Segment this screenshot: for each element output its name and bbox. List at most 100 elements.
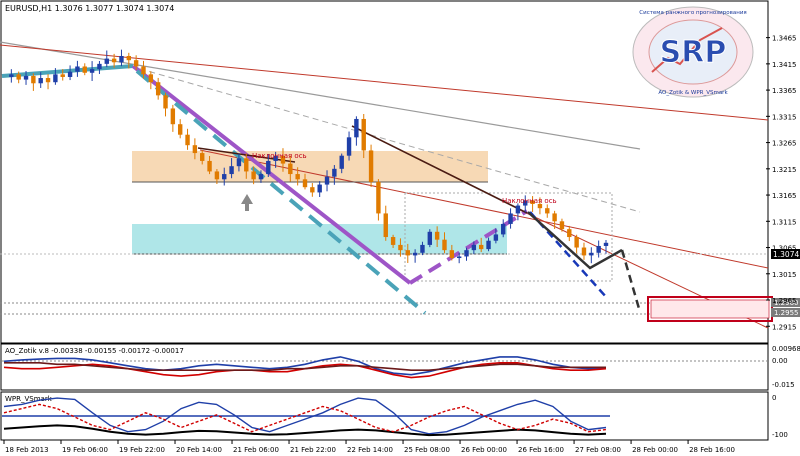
candle-body — [16, 74, 21, 80]
candle-body — [119, 55, 124, 63]
ao-tick-zero: 0.00 — [772, 357, 788, 365]
candle-body — [222, 174, 227, 180]
candle-body — [361, 118, 366, 151]
box-price-label-1: 1.2960 — [774, 299, 799, 307]
candle-body — [574, 237, 579, 248]
candle-body — [346, 137, 352, 156]
teal-dashed-line — [135, 69, 427, 315]
candle-body — [545, 208, 550, 214]
teal-top-line — [1, 64, 134, 78]
candle-body — [53, 74, 58, 83]
time-tick-label: 20 Feb 14:00 — [176, 446, 222, 454]
candle-body — [486, 240, 491, 250]
candle-body — [449, 250, 455, 259]
wpr-tick-top: 0 — [772, 394, 776, 402]
trend-lines — [0, 41, 769, 329]
candle-body — [537, 203, 543, 209]
candle-body — [295, 174, 300, 180]
candle-body — [376, 181, 381, 214]
candle-body — [133, 60, 139, 67]
time-tick-label: 18 Feb 2013 — [5, 446, 49, 454]
price-tick-label: 1.3065 — [772, 245, 797, 253]
tilted-axis-label-1: Наклонная ось — [252, 152, 307, 160]
candle-body — [478, 244, 484, 250]
price-tick-label: 1.2915 — [772, 323, 797, 331]
candle-body — [185, 134, 190, 146]
candle-body — [89, 69, 95, 73]
candle-body — [559, 221, 565, 230]
price-tick-label: 1.2965 — [772, 297, 797, 305]
red-trendline-mid — [199, 149, 769, 269]
candle-body — [75, 66, 80, 72]
candle-body — [464, 250, 469, 257]
candle-body — [229, 166, 234, 175]
candle-body — [317, 184, 322, 193]
brown-line-2 — [351, 125, 528, 214]
candle-body — [603, 242, 609, 246]
ao-series-line — [3, 356, 606, 376]
candle-body — [236, 158, 242, 167]
purple-wave-dashed — [408, 209, 529, 285]
time-tick-label: 25 Feb 08:00 — [404, 446, 450, 454]
logo-ring-top-text: Система ранжного прогнозирования — [639, 10, 746, 16]
wpr-pane-title: WPR_VSmark — [5, 395, 53, 403]
candle-body — [324, 176, 330, 185]
price-tick-label: 1.3215 — [772, 166, 797, 174]
wpr-series-line — [3, 403, 607, 433]
tilted-axis-label-2: Наклонная ось — [502, 197, 557, 205]
candle-body — [508, 213, 513, 224]
chart-title: EURUSD,H1 1.3076 1.3077 1.3074 1.3074 — [5, 4, 174, 13]
candle-body — [111, 58, 117, 63]
candle-body — [163, 95, 168, 109]
logo-ring-bottom-text: AO_Zotik & WPR_VSmark — [658, 90, 728, 96]
candle-body — [515, 205, 521, 214]
candlesticks — [9, 49, 609, 264]
srp-logo: SRP Система ранжного прогнозирования AO_… — [632, 6, 754, 98]
candle-body — [596, 245, 601, 253]
candle-body — [266, 160, 271, 175]
ao-indicator-lines — [3, 356, 607, 379]
candle-body — [207, 160, 212, 172]
purple-wave-solid — [131, 64, 412, 285]
candle-body — [581, 247, 587, 256]
wpr-series-line — [3, 397, 607, 435]
candle-body — [155, 82, 161, 96]
candle-body — [273, 155, 278, 161]
candle-body — [589, 252, 594, 256]
gray-dashed-trendline — [129, 65, 641, 213]
candle-body — [45, 78, 51, 83]
candle-body — [567, 229, 572, 238]
candle-body — [310, 187, 315, 193]
candle-body — [383, 213, 388, 238]
candle-body — [126, 55, 132, 61]
logo-core — [648, 19, 738, 85]
price-tick-label: 1.3315 — [772, 113, 797, 121]
ao-tick-bottom: -0.015 — [772, 381, 795, 389]
candle-body — [31, 75, 36, 84]
candle-body — [67, 71, 73, 77]
wpr-series-line — [3, 424, 607, 437]
candle-body — [177, 124, 183, 135]
black-projection — [527, 211, 623, 270]
time-tick-label: 27 Feb 08:00 — [575, 446, 621, 454]
price-tick-label: 1.3365 — [772, 87, 797, 95]
candle-body — [104, 58, 109, 64]
candle-body — [530, 200, 535, 204]
ao-tick-top: 0.00968 — [772, 345, 800, 353]
candle-body — [38, 78, 43, 84]
price-tick-label: 1.3415 — [772, 61, 797, 69]
candle-body — [23, 75, 29, 80]
candle-body — [398, 244, 403, 251]
price-tick-label: 1.3465 — [772, 35, 797, 43]
logo-graph-line — [651, 27, 723, 73]
candle-body — [288, 163, 293, 175]
wpr-indicator-lines — [3, 397, 607, 437]
candle-body — [368, 150, 374, 182]
candle-body — [82, 66, 87, 73]
price-axis: 1.3465 1.3415 1.3365 1.3315 1.3265 1.3215 1.31… — [766, 35, 797, 331]
candle-body — [200, 153, 205, 161]
time-tick-label: 21 Feb 22:00 — [290, 446, 336, 454]
candle-body — [170, 108, 176, 125]
candle-body — [332, 168, 337, 177]
cyan-support-zone — [132, 224, 507, 254]
